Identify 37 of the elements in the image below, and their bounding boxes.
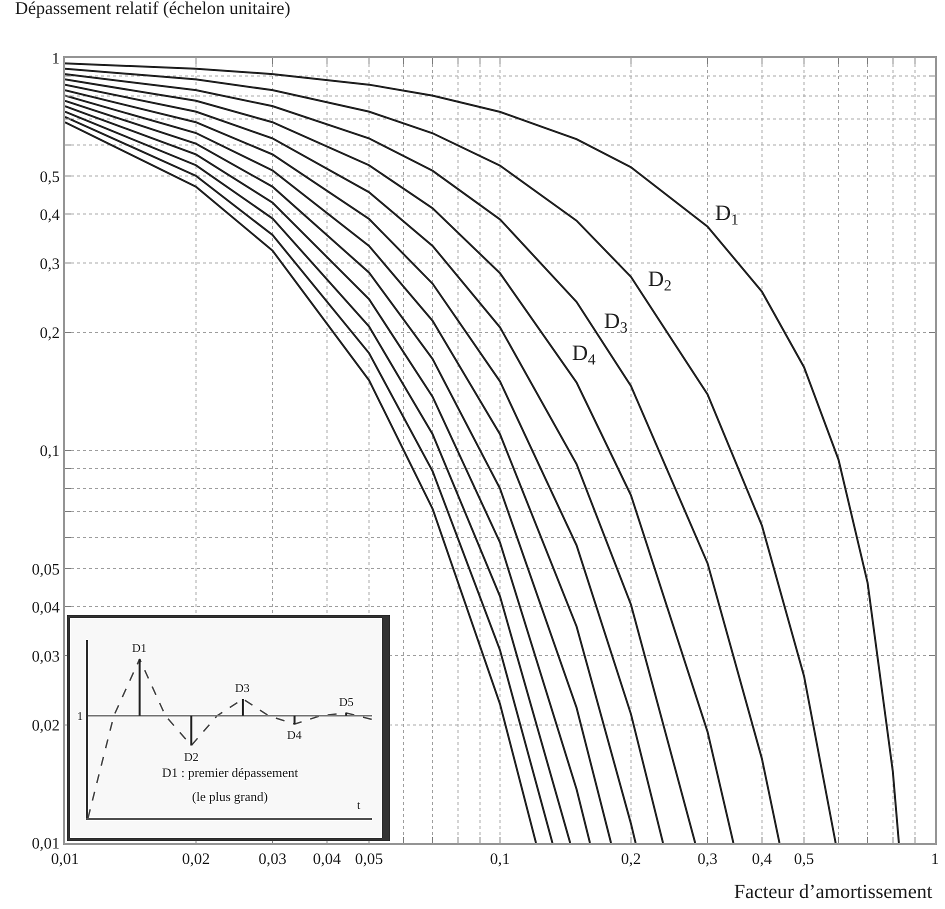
x-tick-label: 0,01 [51, 851, 79, 868]
x-tick-label: 0,04 [312, 851, 341, 868]
y-tick-label: 0,01 [32, 836, 60, 853]
y-tick-label: 0,02 [32, 717, 60, 734]
y-tick-label: 1 [52, 50, 60, 68]
annotation: D2 [184, 750, 199, 764]
x-tick-label: 0,03 [258, 851, 287, 868]
x-tick-label: 1 [931, 851, 939, 868]
x-tick-label: 0,1 [490, 851, 510, 868]
annotation: D3 [235, 681, 250, 696]
ref-line-label: 1 [77, 709, 83, 724]
x-axis-title: Facteur d’amortissement [734, 881, 933, 903]
x-tick-label: 0,02 [182, 851, 210, 868]
x-tick-label: 0,2 [620, 851, 641, 868]
annotation: (le plus grand) [192, 789, 268, 804]
y-tick-label: 0,1 [40, 443, 60, 460]
x-axis-title: t [357, 798, 361, 812]
y-tick-label: 0,04 [32, 599, 60, 616]
series-label: D$_{4}$ [572, 340, 596, 369]
y-tick-label: 0,03 [32, 648, 60, 666]
y-axis-title: Dépassement relatif (échelon unitaire) [15, 0, 290, 18]
annotation: D1 : premier dépassement [162, 765, 298, 780]
x-tick-label: 0,4 [752, 851, 772, 868]
y-tick-label: 0,2 [40, 324, 60, 342]
x-tick-label: 0,3 [698, 851, 718, 868]
y-tick-label: 0,3 [40, 256, 60, 273]
x-tick-label: 0,5 [794, 851, 814, 868]
series-label: D$_{1}$ [715, 200, 739, 229]
y-tick-label: 0,4 [40, 206, 60, 224]
series-label: D$_{2}$ [648, 266, 672, 295]
annotation: D4 [287, 728, 302, 742]
y-tick-label: 0,5 [40, 168, 60, 186]
series-label: D$_{3}$ [604, 308, 628, 337]
y-tick-label: 0,05 [32, 561, 60, 578]
annotation: D1 [132, 641, 147, 656]
annotation: D5 [339, 695, 354, 710]
x-tick-label: 0,05 [355, 851, 384, 868]
